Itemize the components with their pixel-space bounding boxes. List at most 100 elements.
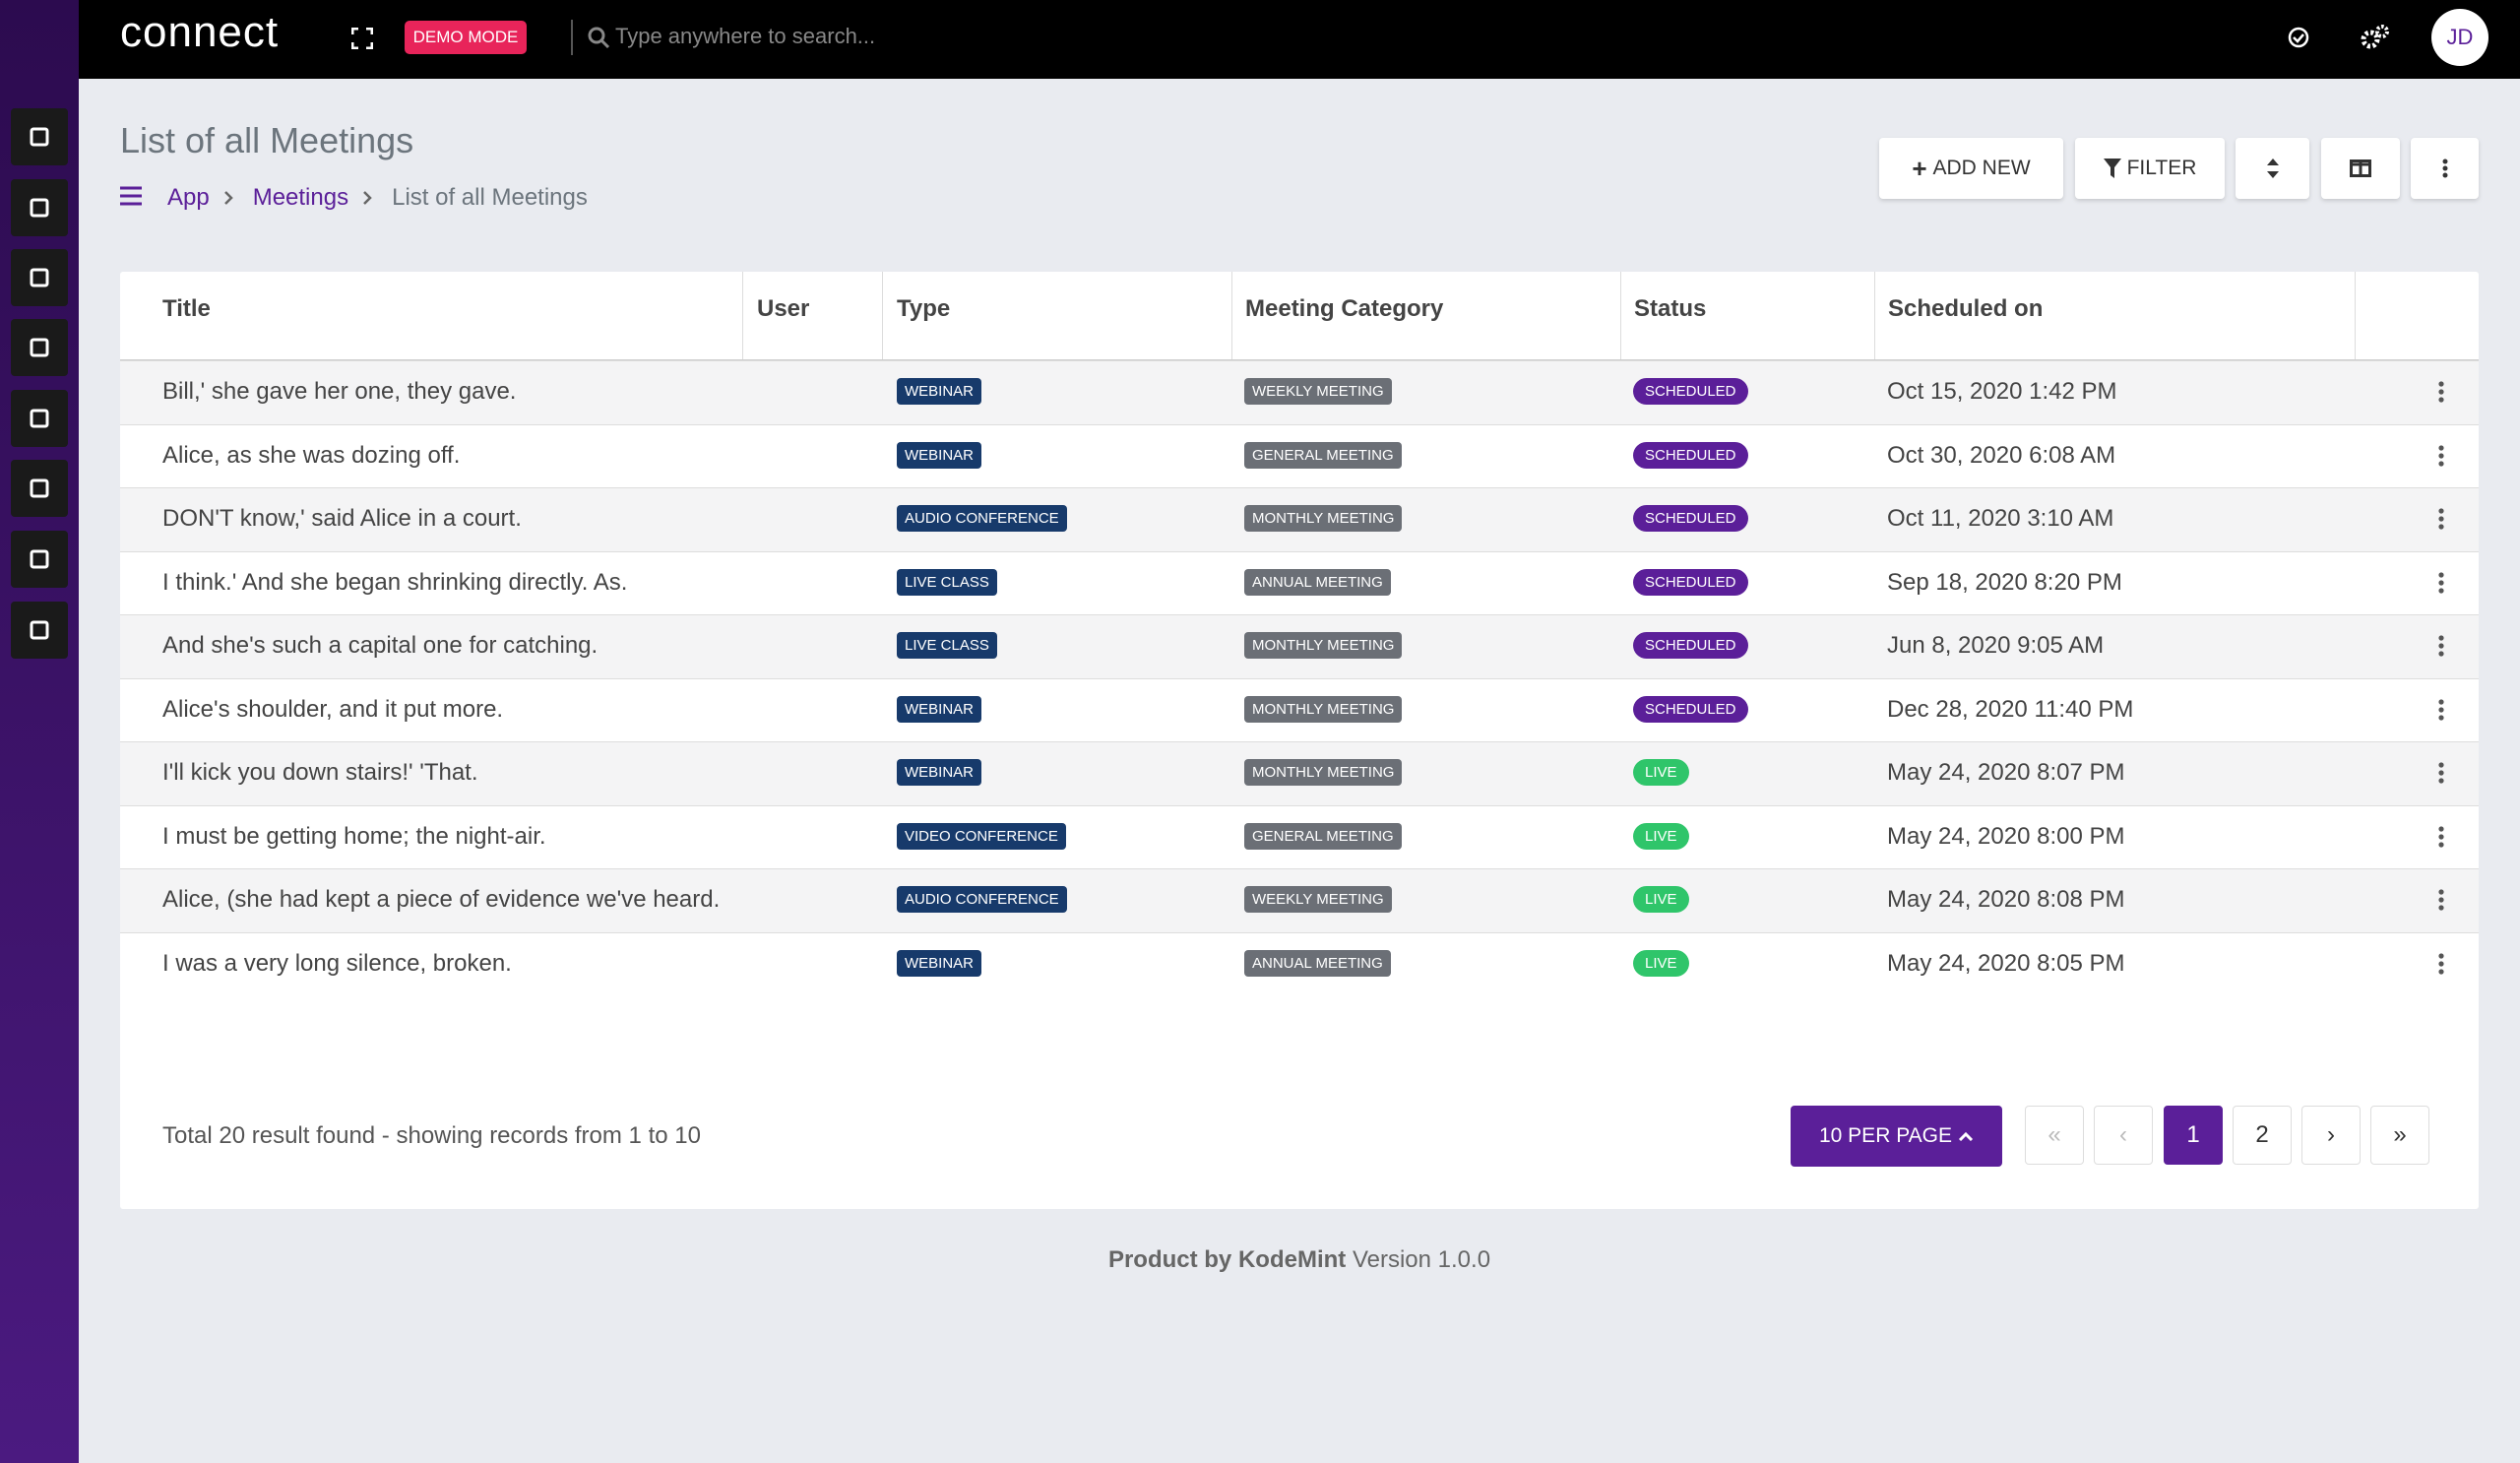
row-title: I must be getting home; the night-air. <box>162 822 546 850</box>
status-badge: LIVE <box>1633 949 1689 977</box>
scheduled-date: May 24, 2020 8:05 PM <box>1887 949 2125 977</box>
row-actions[interactable] <box>2438 571 2444 599</box>
row-title: Alice's shoulder, and it put more. <box>162 695 504 723</box>
column-header[interactable]: Title <box>162 295 211 322</box>
row-actions[interactable] <box>2438 889 2444 916</box>
more-button[interactable] <box>2411 138 2479 199</box>
sidebar-button[interactable] <box>11 319 68 376</box>
status-badge: LIVE <box>1633 886 1689 913</box>
row-title: I was a very long silence, broken. <box>162 949 512 977</box>
row-actions[interactable] <box>2438 444 2444 472</box>
sort-button[interactable] <box>2236 138 2309 199</box>
nav-icon <box>30 127 49 147</box>
category-badge: WEEKLY MEETING <box>1244 886 1392 913</box>
logo[interactable]: connect <box>120 8 280 56</box>
type-badge: WEBINAR <box>897 759 982 786</box>
add-new-button[interactable]: + ADD NEW <box>1879 138 2063 199</box>
page-button[interactable]: › <box>2301 1106 2361 1165</box>
more-icon <box>2442 159 2447 178</box>
sidebar-button[interactable] <box>11 602 68 659</box>
scheduled-date: Oct 15, 2020 1:42 PM <box>1887 378 2117 405</box>
column-header[interactable]: Scheduled on <box>1888 295 2044 322</box>
status-badge: SCHEDULED <box>1633 695 1748 723</box>
button-label: 10 PER PAGE <box>1818 1124 1952 1147</box>
status-badge: SCHEDULED <box>1633 378 1748 405</box>
type-badge: LIVE CLASS <box>897 568 997 596</box>
scheduled-date: Oct 11, 2020 3:10 AM <box>1887 505 2114 532</box>
row-title: Alice, as she was dozing off. <box>162 441 461 469</box>
scheduled-date: Oct 30, 2020 6:08 AM <box>1887 441 2116 469</box>
scheduled-date: Dec 28, 2020 11:40 PM <box>1887 695 2134 723</box>
category-badge: GENERAL MEETING <box>1244 441 1402 469</box>
breadcrumb[interactable]: App <box>167 184 210 211</box>
scheduled-date: May 24, 2020 8:00 PM <box>1887 822 2125 850</box>
row-actions[interactable] <box>2438 381 2444 408</box>
category-badge: GENERAL MEETING <box>1244 822 1402 850</box>
row-actions[interactable] <box>2438 825 2444 853</box>
row-actions[interactable] <box>2438 698 2444 726</box>
type-badge: VIDEO CONFERENCE <box>897 822 1066 850</box>
settings-icon[interactable] <box>2361 24 2390 51</box>
type-badge: AUDIO CONFERENCE <box>897 886 1067 913</box>
page-button: « <box>2025 1106 2084 1165</box>
columns-icon <box>2350 159 2371 177</box>
row-actions[interactable] <box>2438 762 2444 789</box>
sort-icon <box>2266 159 2279 178</box>
nav-icon <box>30 478 49 498</box>
category-badge: MONTHLY MEETING <box>1244 759 1403 786</box>
demo-badge: DEMO MODE <box>405 21 527 54</box>
page-button[interactable]: 2 <box>2233 1106 2292 1165</box>
column-header[interactable]: Status <box>1634 295 1707 322</box>
row-actions[interactable] <box>2438 635 2444 662</box>
scheduled-date: Jun 8, 2020 9:05 AM <box>1887 632 2105 659</box>
sidebar-button[interactable] <box>11 249 68 306</box>
fullscreen-icon[interactable] <box>351 28 373 49</box>
nav-icon <box>30 338 49 357</box>
type-badge: LIVE CLASS <box>897 632 997 659</box>
chevron-up-icon <box>1958 1131 1974 1141</box>
row-title: DON'T know,' said Alice in a court. <box>162 505 522 532</box>
page-button[interactable]: 1 <box>2164 1106 2223 1165</box>
breadcrumb[interactable]: Meetings <box>252 184 349 211</box>
status-badge: SCHEDULED <box>1633 505 1748 532</box>
footer: Product by KodeMint Version 1.0.0 <box>0 1246 2520 1274</box>
sidebar-button[interactable] <box>11 179 68 236</box>
sidebar-button[interactable] <box>11 531 68 588</box>
column-header[interactable]: Meeting Category <box>1245 295 1444 322</box>
row-actions[interactable] <box>2438 952 2444 980</box>
type-badge: WEBINAR <box>897 695 982 723</box>
columns-button[interactable] <box>2321 138 2400 199</box>
search-icon <box>588 27 610 49</box>
type-badge: WEBINAR <box>897 378 982 405</box>
sidebar-button[interactable] <box>11 390 68 447</box>
filter-button[interactable]: FILTER <box>2075 138 2225 199</box>
column-divider <box>742 272 743 360</box>
category-badge: MONTHLY MEETING <box>1244 505 1403 532</box>
column-header[interactable]: User <box>757 295 810 322</box>
page-button: ‹ <box>2094 1106 2153 1165</box>
per-page-button[interactable]: 10 PER PAGE <box>1791 1106 2002 1167</box>
avatar[interactable]: JD <box>2431 9 2488 66</box>
page-button[interactable]: » <box>2370 1106 2429 1165</box>
column-header[interactable]: Type <box>897 295 951 322</box>
column-divider <box>882 272 883 360</box>
tasks-icon[interactable] <box>2287 26 2310 49</box>
row-title: I think.' And she began shrinking direct… <box>162 568 628 596</box>
status-badge: SCHEDULED <box>1633 568 1748 596</box>
nav-icon <box>30 198 49 218</box>
search-input[interactable]: Type anywhere to search... <box>615 24 876 48</box>
category-badge: MONTHLY MEETING <box>1244 695 1403 723</box>
nav-icon <box>30 409 49 428</box>
footer-version: Version 1.0.0 <box>1352 1246 1491 1273</box>
category-badge: ANNUAL MEETING <box>1244 949 1391 977</box>
button-label: FILTER <box>2126 157 2197 179</box>
row-actions[interactable] <box>2438 508 2444 535</box>
status-badge: SCHEDULED <box>1633 441 1748 469</box>
page-title: List of all Meetings <box>120 120 414 160</box>
menu-icon[interactable] <box>120 186 142 206</box>
status-badge: LIVE <box>1633 759 1689 786</box>
sidebar-button[interactable] <box>11 460 68 517</box>
status-badge: SCHEDULED <box>1633 632 1748 659</box>
sidebar-button[interactable] <box>11 108 68 165</box>
